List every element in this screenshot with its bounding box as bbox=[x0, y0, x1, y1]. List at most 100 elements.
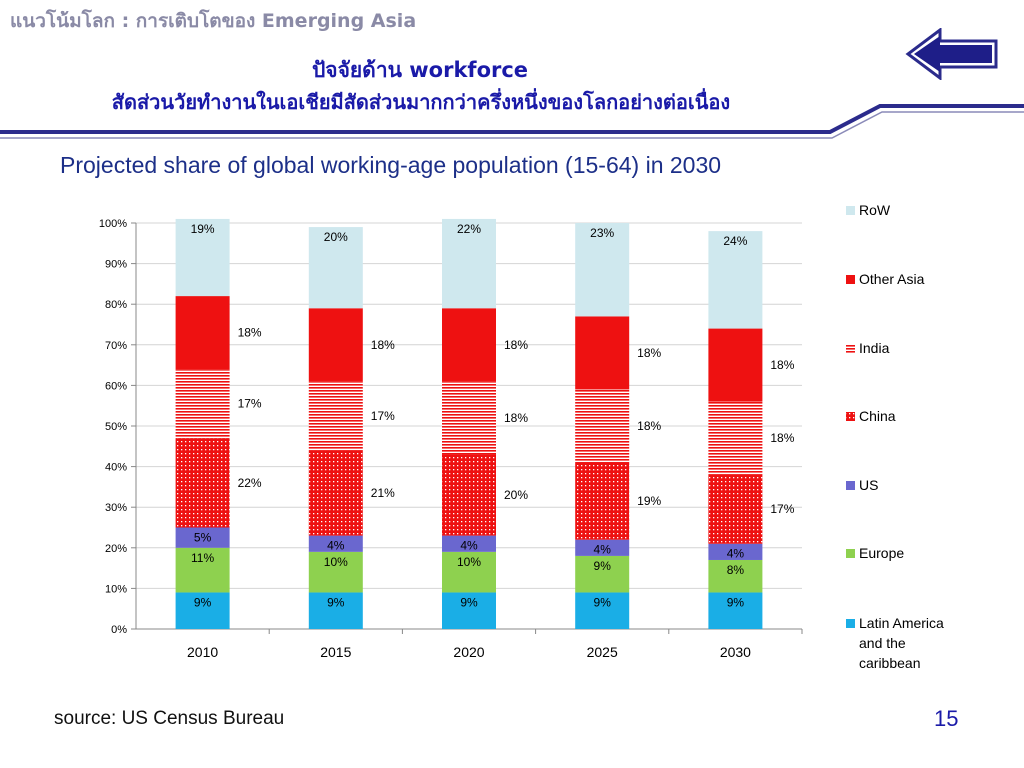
bar-segment bbox=[175, 547, 230, 593]
bar-segment bbox=[442, 454, 496, 536]
slide-subtitle: สัดส่วนวัยทำงานในเอเชียมีสัดส่วนมากกว่าค… bbox=[111, 90, 731, 114]
legend-label: Latin America and the caribbean bbox=[859, 615, 944, 671]
legend-label: Europe bbox=[859, 545, 904, 561]
data-label: 18% bbox=[637, 346, 661, 360]
y-tick-label: 40% bbox=[105, 462, 127, 474]
bar-segment bbox=[308, 592, 363, 629]
y-tick-label: 100% bbox=[99, 218, 127, 230]
data-label: 9% bbox=[460, 595, 478, 609]
x-tick-label: 2010 bbox=[187, 644, 218, 660]
data-label: 5% bbox=[194, 531, 212, 545]
y-tick-label: 0% bbox=[111, 624, 127, 636]
bar-segment bbox=[575, 223, 630, 317]
legend-swatch bbox=[846, 206, 855, 215]
data-label: 21% bbox=[371, 486, 395, 500]
x-tick-label: 2025 bbox=[587, 644, 618, 660]
data-label: 18% bbox=[637, 419, 661, 433]
bar-segment bbox=[575, 555, 630, 593]
bar-segment bbox=[175, 438, 230, 528]
bar-segment bbox=[308, 227, 363, 309]
x-tick-label: 2020 bbox=[453, 644, 484, 660]
bar-segment bbox=[175, 527, 230, 548]
data-label: 4% bbox=[460, 539, 478, 553]
y-tick-label: 10% bbox=[105, 583, 127, 595]
header-divider bbox=[0, 104, 1024, 139]
y-tick-label: 60% bbox=[105, 380, 127, 392]
bar-segment bbox=[175, 592, 230, 629]
bar-segment bbox=[575, 389, 630, 463]
stacked-bar-chart: 0% 10% 20% 30% 40% 50% 60% 70% 80% 90% 100% 9% 11% 5%… bbox=[99, 202, 944, 671]
data-label: 9% bbox=[594, 595, 612, 609]
bar-segment bbox=[575, 539, 630, 556]
data-label: 17% bbox=[238, 397, 262, 411]
bar-segment bbox=[708, 474, 763, 544]
data-label: 4% bbox=[727, 547, 745, 561]
bar-segment bbox=[575, 316, 630, 390]
bar-segment bbox=[575, 592, 630, 629]
legend-label: US bbox=[859, 477, 878, 493]
data-label: 11% bbox=[191, 551, 214, 565]
y-tick-label: 90% bbox=[105, 259, 127, 271]
y-tick-label: 50% bbox=[105, 421, 127, 433]
data-label: 18% bbox=[371, 338, 395, 352]
bar-segment bbox=[308, 535, 363, 552]
data-label: 19% bbox=[637, 494, 661, 508]
legend-swatch bbox=[846, 481, 855, 490]
left-arrow-icon bbox=[905, 27, 998, 81]
legend-swatch bbox=[846, 275, 855, 284]
x-tick-label: 2030 bbox=[720, 644, 751, 660]
chart-title: Projected share of global working-age po… bbox=[60, 152, 722, 178]
y-tick-label: 30% bbox=[105, 502, 127, 514]
data-label: 18% bbox=[770, 431, 794, 445]
y-tick-label: 70% bbox=[105, 340, 127, 352]
bar-segment bbox=[175, 218, 230, 297]
data-label: 8% bbox=[727, 563, 745, 577]
data-label: 23% bbox=[590, 226, 614, 240]
source-note: source: US Census Bureau bbox=[54, 708, 285, 729]
bar-segment bbox=[442, 592, 496, 629]
bar-segment bbox=[175, 296, 230, 370]
bar-segment bbox=[442, 308, 496, 382]
bar-segment bbox=[708, 592, 763, 629]
bar-segment bbox=[308, 381, 363, 451]
bar-segment bbox=[708, 231, 763, 329]
data-label: 10% bbox=[457, 555, 481, 569]
legend-label: RoW bbox=[859, 202, 891, 218]
bar-segment bbox=[708, 559, 763, 593]
legend-swatch bbox=[846, 412, 855, 421]
data-label: 24% bbox=[723, 234, 747, 248]
legend-swatch bbox=[846, 619, 855, 628]
bar-segment bbox=[442, 535, 496, 552]
bar-segment bbox=[708, 328, 763, 402]
data-label: 18% bbox=[504, 411, 528, 425]
y-tick-label: 20% bbox=[105, 543, 127, 555]
bar-segment bbox=[708, 401, 763, 475]
data-label: 18% bbox=[238, 326, 262, 340]
legend-label: India bbox=[859, 340, 890, 356]
legend-swatch bbox=[846, 344, 855, 353]
data-label: 9% bbox=[327, 595, 345, 609]
legend-label: Other Asia bbox=[859, 271, 925, 287]
bar-segment bbox=[442, 381, 496, 455]
slide-topic: แนวโน้มโลก : การเติบโตของ Emerging Asia bbox=[10, 10, 417, 32]
data-label: 9% bbox=[594, 559, 612, 573]
data-label: 18% bbox=[504, 338, 528, 352]
data-label: 22% bbox=[457, 222, 481, 236]
bar-segment bbox=[308, 551, 363, 593]
bar-segment bbox=[308, 450, 363, 536]
back-button[interactable] bbox=[904, 27, 1000, 81]
x-tick-label: 2015 bbox=[320, 644, 351, 660]
data-label: 17% bbox=[371, 409, 395, 423]
data-label: 17% bbox=[770, 502, 794, 516]
bar-segment bbox=[708, 543, 763, 560]
data-label: 9% bbox=[727, 595, 745, 609]
data-label: 22% bbox=[238, 476, 262, 490]
data-label: 10% bbox=[324, 555, 348, 569]
data-label: 20% bbox=[504, 488, 528, 502]
bar-segment bbox=[442, 551, 496, 593]
bar-segment bbox=[575, 462, 630, 540]
data-label: 20% bbox=[324, 230, 348, 244]
data-label: 4% bbox=[594, 543, 612, 557]
data-label: 4% bbox=[327, 539, 345, 553]
page-number: 15 bbox=[934, 706, 959, 731]
